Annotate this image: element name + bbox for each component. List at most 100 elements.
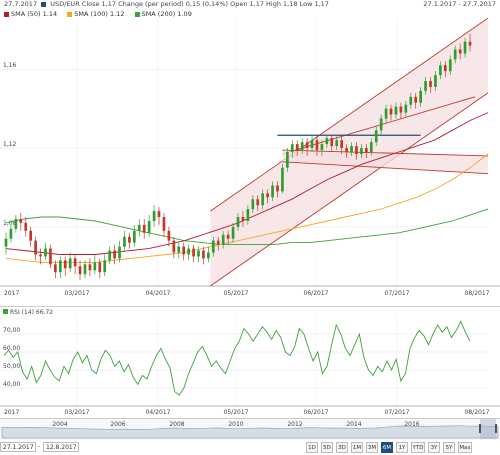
sideways-lower-line (282, 161, 489, 175)
x-tick-label: 03/2017 (65, 290, 90, 297)
rsi-y-tick-label: 40,00 (3, 381, 20, 388)
range-button-6m[interactable]: 6M (381, 442, 393, 453)
sma100-line (5, 153, 489, 263)
navigator-year-label: 2010 (228, 421, 243, 428)
candle-body (453, 49, 457, 60)
range-button-3y[interactable]: 3Y (428, 442, 440, 453)
date-from-input[interactable]: 27.1.2017 (0, 442, 36, 452)
candle-body (439, 65, 442, 76)
candle-body (429, 81, 432, 87)
range-controls: 27.1.2017 - 12.8.2017 1D 5D 3D 1M 3M 6M 1Y YTD 3… (0, 440, 500, 455)
candle-body (424, 81, 427, 91)
candle-body (335, 140, 339, 147)
date-to-input[interactable]: 12.8.2017 (43, 442, 79, 452)
range-button-1d[interactable]: 1D (306, 442, 318, 453)
candle-body (68, 258, 72, 269)
range-button-max[interactable]: Max (458, 442, 472, 453)
range-button-1m[interactable]: 1M (351, 442, 363, 453)
candle-body (325, 138, 329, 145)
candle-body (320, 144, 324, 151)
candle-body (49, 248, 52, 265)
candle-body (286, 152, 289, 168)
x-tick-label: 05/2017 (224, 290, 249, 297)
legend-sma50[interactable]: SMA (50) 1.14 (0, 10, 57, 18)
candle-body (202, 250, 205, 259)
candle-body (409, 96, 413, 105)
candle-body (88, 264, 92, 271)
candle-body (14, 219, 18, 229)
instrument-info: 27.7.2017 USD/EUR Close 1,17 Change (per… (4, 0, 329, 8)
legend-sma100[interactable]: SMA (100) 1.12 (67, 10, 124, 18)
candle-body (58, 260, 62, 273)
navigator-year-label: 2008 (169, 421, 184, 428)
candle-body (29, 230, 33, 241)
navigator-handle-right (495, 424, 497, 433)
channel-mid-line (282, 96, 476, 155)
candle-body (83, 264, 87, 275)
candle-body (458, 49, 462, 54)
candle-body (103, 260, 107, 273)
rsi-x-tick-label: 05/2017 (224, 409, 249, 416)
candle-body (394, 106, 398, 115)
candle-body (463, 41, 467, 54)
navigator-area (1, 425, 499, 439)
range-button-5d[interactable]: 5D (321, 442, 333, 453)
candle-body (73, 258, 77, 267)
top-info-bar: 27.7.2017 USD/EUR Close 1,17 Change (per… (0, 0, 500, 9)
candle-body (290, 144, 294, 152)
candle-body (241, 217, 245, 221)
series-color-swatch (41, 1, 47, 7)
candle-body (419, 90, 422, 103)
range-button-ytd[interactable]: YTD (411, 442, 425, 453)
candle-body (147, 220, 151, 233)
candle-body (310, 140, 314, 149)
candle-body (300, 142, 304, 151)
candle-body (443, 65, 447, 72)
rsi-background (0, 306, 500, 416)
candle-body (345, 148, 348, 152)
candle-body (39, 254, 42, 257)
navigator-chart[interactable]: 2004 2006 2008 2010 2012 2014 2016 (0, 418, 500, 440)
range-button-3m[interactable]: 3M (366, 442, 378, 453)
date-separator: - (38, 443, 41, 450)
navigator-handle-left (479, 424, 481, 433)
sma-legend: SMA (50) 1.14 SMA (100) 1.12 SMA (200) 1… (0, 10, 500, 19)
range-button-1y[interactable]: 1Y (396, 442, 408, 453)
current-date: 27.7.2017 (4, 0, 38, 8)
rsi-legend-label: RSI (14) 66.72 (10, 309, 53, 316)
price-chart[interactable]: 1,16 1,12 1,08 2017 03/2017 04/2017 05/2017 06/… (0, 18, 500, 300)
rsi-legend-swatch (3, 309, 8, 314)
navigator-selection (480, 419, 496, 439)
x-tick-label: 04/2017 (146, 290, 171, 297)
y-tick-label: 1,12 (3, 141, 17, 148)
candle-body (216, 240, 220, 245)
candle-body (162, 217, 166, 231)
candle-body (9, 228, 13, 239)
navigator-year-label: 2016 (404, 421, 419, 428)
candle-body (330, 138, 334, 147)
candle-body (128, 236, 131, 243)
legend-sma200[interactable]: SMA (200) 1.09 (134, 10, 192, 18)
rsi-chart[interactable]: RSI (14) 66.72 70,00 60,00 50,00 40,00 2017 03… (0, 306, 500, 416)
candle-body (93, 262, 97, 271)
range-button-3d[interactable]: 3D (336, 442, 348, 453)
rsi-x-tick-label: 2017 (4, 409, 19, 416)
candle-body (78, 266, 82, 275)
candle-body (295, 144, 299, 151)
candle-body (44, 248, 47, 257)
candle-body (137, 224, 141, 231)
candle-body (251, 199, 255, 210)
channel-upper-line (210, 18, 489, 212)
rsi-y-tick-label: 70,00 (3, 327, 20, 334)
candle-body (192, 248, 195, 257)
candle-body (355, 146, 358, 154)
candle-body (305, 142, 309, 149)
candle-body (221, 234, 225, 245)
instrument-line: USD/EUR Close 1,17 Change (per period) 0… (50, 0, 329, 8)
candle-body (54, 264, 57, 273)
navigator-year-label: 2012 (287, 421, 302, 428)
range-button-5y[interactable]: 5Y (443, 442, 455, 453)
candle-body (157, 211, 161, 218)
rsi-x-tick-label: 08/2017 (465, 409, 490, 416)
candle-body (379, 118, 383, 131)
